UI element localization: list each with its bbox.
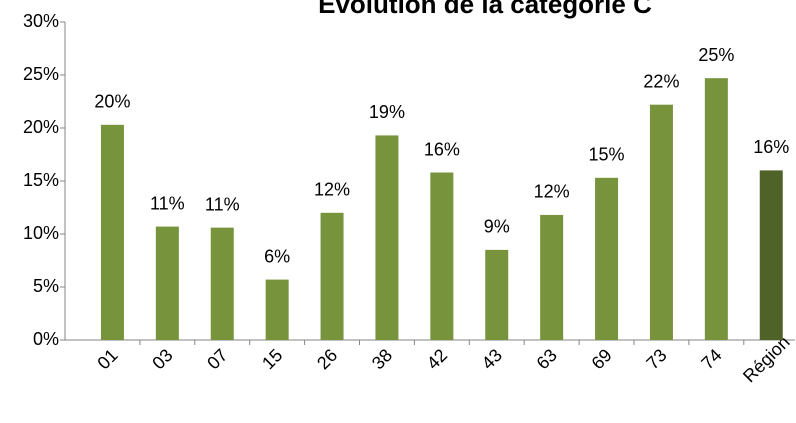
- bar: [320, 212, 344, 340]
- value-label: 16%: [753, 137, 789, 157]
- x-tick-label: 74: [697, 345, 725, 373]
- y-tick-label: 30%: [23, 11, 59, 31]
- value-label: 11%: [205, 194, 240, 214]
- value-label: 6%: [264, 246, 290, 266]
- y-tick-label: 15%: [23, 170, 59, 190]
- x-tick-label: 03: [148, 345, 176, 373]
- x-tick-label: 26: [313, 345, 341, 373]
- chart-title: Évolution de la catégorie C: [318, 0, 652, 19]
- bar: [649, 104, 673, 341]
- bar: [704, 78, 728, 341]
- bar: [265, 279, 289, 340]
- x-tick-label: 15: [258, 345, 286, 373]
- y-tick-label: 20%: [23, 117, 59, 137]
- bar: [430, 172, 454, 340]
- x-tick-label: 07: [203, 345, 231, 373]
- bar: [485, 249, 509, 340]
- x-tick-label: 01: [93, 345, 121, 373]
- bar: [210, 227, 234, 340]
- x-tick-label: 63: [533, 345, 561, 373]
- y-tick-label: 10%: [23, 223, 59, 243]
- y-tick-label: 5%: [33, 276, 59, 296]
- x-tick-label: 69: [588, 345, 616, 373]
- x-tick-label: 43: [478, 345, 506, 373]
- bar: [759, 170, 783, 340]
- value-label: 15%: [589, 145, 625, 165]
- bar: [155, 226, 179, 340]
- value-label: 11%: [150, 193, 185, 213]
- bar: [375, 135, 399, 340]
- x-tick-label: 42: [423, 345, 451, 373]
- value-label: 16%: [424, 139, 460, 159]
- x-tick-label: 73: [642, 345, 670, 373]
- bar: [100, 124, 124, 340]
- y-tick-label: 25%: [23, 64, 59, 84]
- x-tick-label: 38: [368, 345, 396, 373]
- value-label: 9%: [484, 217, 510, 237]
- value-label: 19%: [369, 102, 405, 122]
- bar: [595, 177, 619, 340]
- bar: [540, 214, 564, 340]
- value-label: 12%: [534, 182, 570, 202]
- value-label: 22%: [643, 71, 679, 91]
- value-label: 25%: [698, 45, 734, 65]
- value-label: 12%: [314, 180, 350, 200]
- value-label: 20%: [94, 92, 130, 112]
- y-tick-label: 0%: [33, 329, 59, 349]
